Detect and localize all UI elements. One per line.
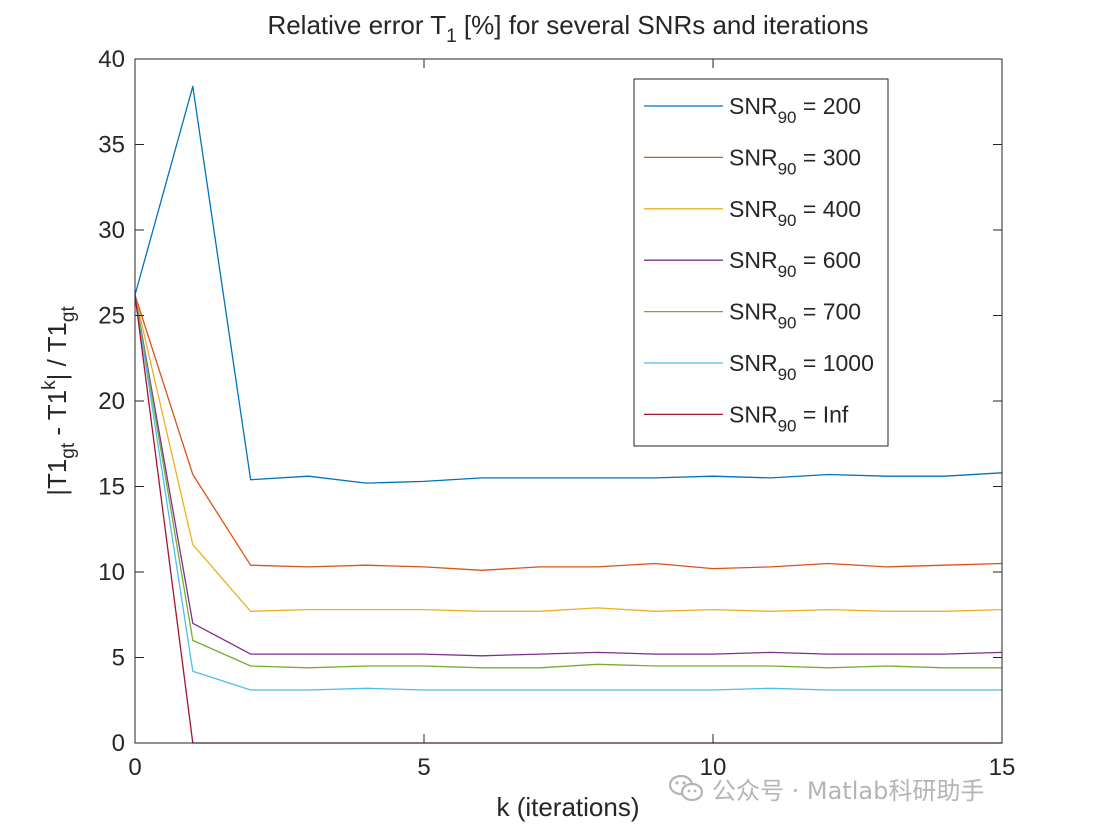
legend-label-6: SNR90 = 1000 [729,350,874,384]
wechat-icon [668,774,704,802]
y-tick-label: 20 [98,388,125,415]
chart-title-main: Relative error T [267,10,446,40]
chart-title-rest: [%] for several SNRs and iterations [457,10,869,40]
series-line-4 [134,294,1003,657]
legend-label-3: SNR90 = 400 [729,196,861,230]
series-line-2 [134,294,1003,571]
y-tick-label: 40 [98,46,125,73]
plot-area: 0 5 10 15 0 5 10 15 20 25 30 35 40 [98,46,1015,781]
y-tick-label: 30 [98,217,125,244]
chart-title-subscript: 1 [446,26,457,47]
y-tick-label: 25 [98,303,125,330]
legend-label-2: SNR90 = 300 [729,144,861,178]
x-axis-label: k (iterations) [496,792,639,822]
y-axis-label: |T1gt - T1k| / T1gt [39,305,79,495]
y-tick-label: 35 [98,132,125,159]
series-line-5 [134,294,1002,669]
legend-label-7: SNR90 = Inf [729,401,849,435]
legend-box [633,78,889,447]
y-tick-label: 0 [112,730,125,757]
x-tick-label: 15 [989,754,1016,781]
legend-label-1: SNR90 = 200 [729,93,861,127]
y-tick-label: 15 [98,474,125,501]
chart-title: Relative error T1 [%] for several SNRs a… [267,10,868,47]
x-tick-label: 5 [417,754,430,781]
watermark-text: 公众号 · Matlab科研助手 [712,776,985,805]
series-line-6 [134,294,1002,691]
series-line-3 [134,294,1003,612]
legend-label-5: SNR90 = 700 [729,299,861,333]
legend-label-4: SNR90 = 600 [729,247,861,281]
series-line-1 [134,85,1003,484]
legend: SNR90 = 200 SNR90 = 300 SNR90 = 400 SNR90 =… [633,78,889,447]
y-tick-label: 10 [98,559,125,586]
y-tick-label: 5 [112,645,125,672]
x-tick-label: 10 [700,754,727,781]
watermark: 公众号 · Matlab科研助手 [668,768,984,808]
x-tick-label: 0 [128,754,141,781]
